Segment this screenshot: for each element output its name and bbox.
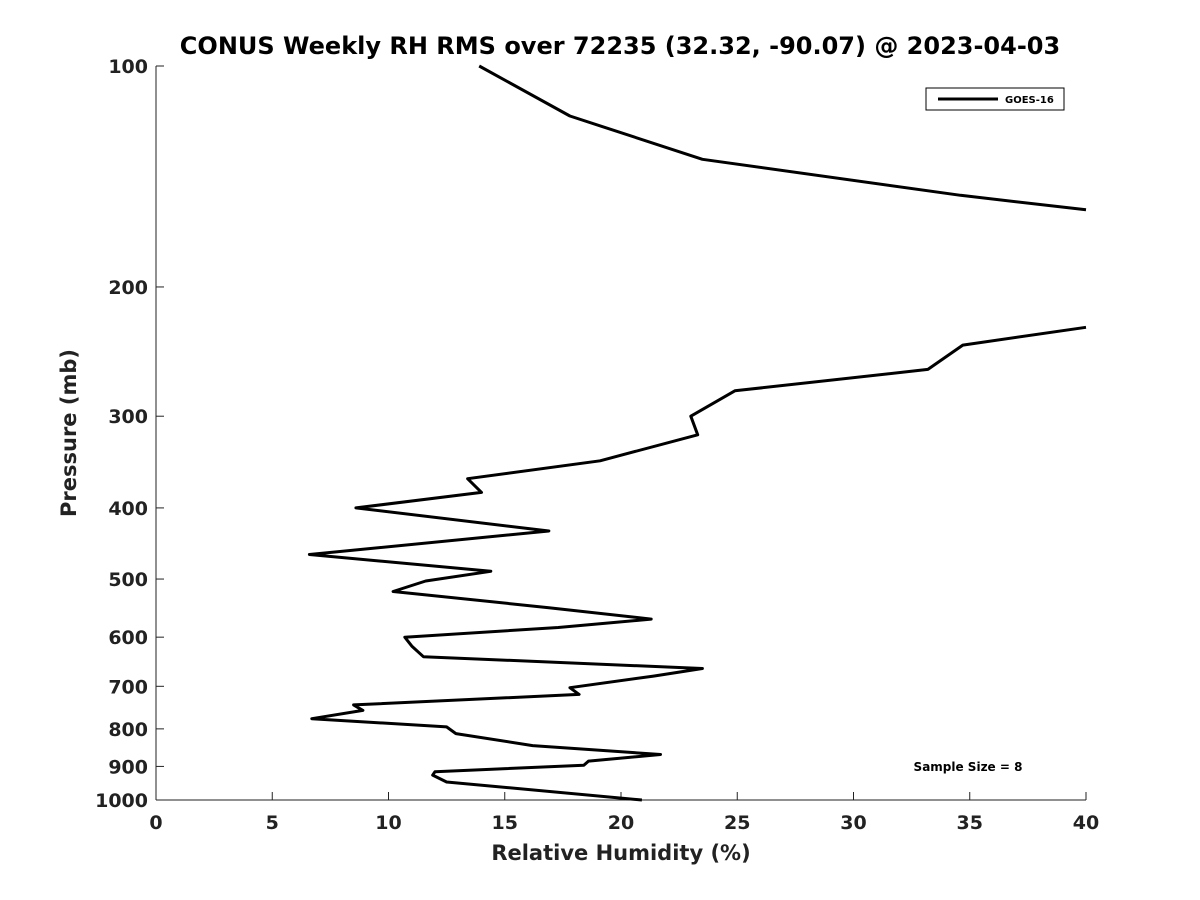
- plot-area: 0 5 10 15 20 25 30 35 40 100 200 300 400 500 600 700 80…: [95, 56, 1099, 834]
- x-tick-label: 40: [1073, 812, 1099, 834]
- x-tick-label: 0: [149, 812, 162, 834]
- y-axis-label: Pressure (mb): [57, 349, 81, 517]
- x-tick-label: 25: [724, 812, 750, 834]
- series-layer: [307, 64, 1087, 802]
- x-ticks: 0 5 10 15 20 25 30 35 40: [149, 792, 1099, 834]
- y-tick-label: 300: [108, 406, 148, 428]
- y-ticks: 100 200 300 400 500 600 700 800 900 1000: [95, 56, 164, 812]
- x-axis-label: Relative Humidity (%): [491, 841, 750, 865]
- x-tick-label: 10: [375, 812, 401, 834]
- legend: GOES-16: [925, 87, 1065, 111]
- series-line-goes-16-segment-2: [307, 325, 1087, 802]
- y-tick-label: 600: [108, 627, 148, 649]
- legend-label-goes-16: GOES-16: [1005, 95, 1054, 106]
- y-tick-label: 400: [108, 498, 148, 520]
- x-tick-label: 30: [840, 812, 866, 834]
- x-tick-label: 20: [608, 812, 634, 834]
- y-tick-label: 800: [108, 719, 148, 741]
- y-tick-label: 200: [108, 277, 148, 299]
- x-tick-label: 5: [266, 812, 279, 834]
- sample-size-annotation: Sample Size = 8: [914, 760, 1023, 774]
- y-tick-label: 500: [108, 569, 148, 591]
- y-tick-label: 100: [108, 56, 148, 78]
- x-tick-label: 35: [957, 812, 983, 834]
- x-tick-label: 15: [492, 812, 518, 834]
- y-tick-label: 700: [108, 676, 148, 698]
- series-line-goes-16-segment-1: [478, 64, 1087, 212]
- chart-title: CONUS Weekly RH RMS over 72235 (32.32, -…: [180, 32, 1060, 60]
- y-tick-label: 1000: [95, 790, 148, 812]
- y-tick-label: 900: [108, 756, 148, 778]
